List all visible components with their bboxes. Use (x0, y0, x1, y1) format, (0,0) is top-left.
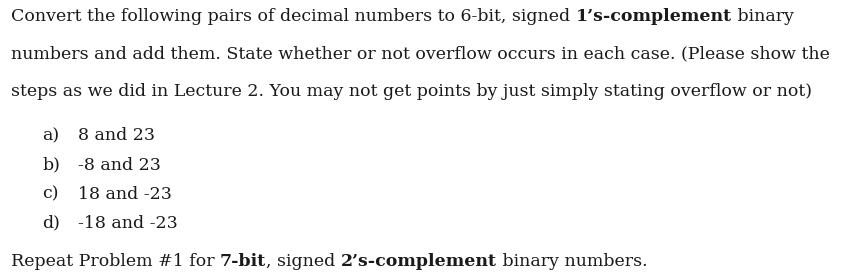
Text: b): b) (42, 157, 60, 173)
Text: steps as we did in Lecture 2. You may not get points by just simply stating over: steps as we did in Lecture 2. You may no… (11, 83, 812, 100)
Text: -18 and -23: -18 and -23 (78, 215, 178, 232)
Text: , signed: , signed (267, 253, 341, 270)
Text: c): c) (42, 186, 59, 202)
Text: d): d) (42, 215, 60, 232)
Text: 2’s-complement: 2’s-complement (341, 253, 497, 270)
Text: 8 and 23: 8 and 23 (78, 127, 155, 144)
Text: Convert the following pairs of decimal numbers to 6-bit, signed: Convert the following pairs of decimal n… (11, 8, 576, 25)
Text: 18 and -23: 18 and -23 (78, 186, 172, 202)
Text: Repeat Problem #1 for: Repeat Problem #1 for (11, 253, 220, 270)
Text: numbers and add them. State whether or not overflow occurs in each case. (Please: numbers and add them. State whether or n… (11, 46, 830, 63)
Text: 1’s-complement: 1’s-complement (576, 8, 732, 25)
Text: a): a) (42, 127, 59, 144)
Text: -8 and 23: -8 and 23 (78, 157, 161, 173)
Text: binary: binary (732, 8, 793, 25)
Text: 7-bit: 7-bit (220, 253, 267, 270)
Text: binary numbers.: binary numbers. (497, 253, 647, 270)
